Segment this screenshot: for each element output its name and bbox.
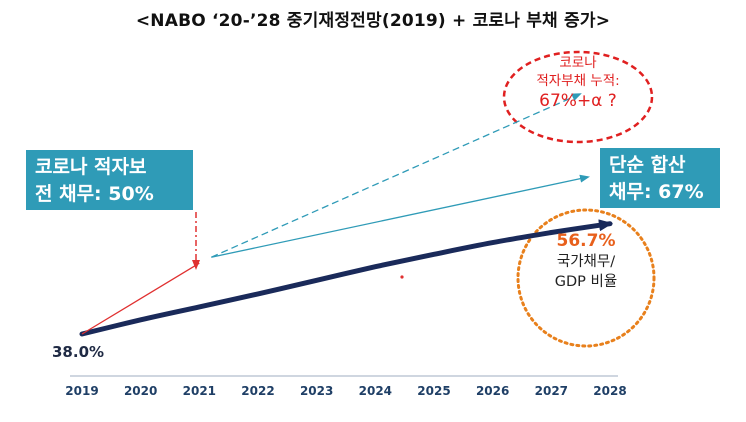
- gdp-label-line-2: GDP 비율: [554, 274, 618, 290]
- gdp-label-line-1: 국가채무/: [556, 254, 616, 270]
- oval-line-3: 67%+α ?: [539, 91, 617, 111]
- oval-annotation: 코로나 적자부채 누적: 67%+α ?: [510, 54, 646, 112]
- oval-line-1: 코로나: [559, 55, 597, 71]
- x-tick-label-2021: 2021: [182, 384, 217, 398]
- cumulative-debt-oval: [502, 50, 654, 144]
- red-dot-marker: [400, 275, 404, 279]
- series-line-simple-sum: [211, 174, 590, 258]
- x-tick-label-2023: 2023: [299, 384, 334, 398]
- x-tick-label-2022: 2022: [241, 384, 275, 398]
- simple-sum-line-1: 단순 합산: [609, 154, 686, 176]
- gdp-ratio-circle: [516, 208, 656, 348]
- series-line-main: [79, 219, 613, 337]
- x-tick-label-2024: 2024: [358, 384, 393, 398]
- oval-line-2: 적자부채 누적:: [536, 73, 620, 89]
- covid-deficit-line-1: 코로나 적자보: [35, 156, 147, 178]
- x-tick-label-2026: 2026: [475, 384, 510, 398]
- simple-sum-box: 단순 합산 채무: 67%: [600, 148, 720, 208]
- covid-deficit-box: 코로나 적자보 전 채무: 50%: [26, 150, 193, 210]
- end-value-label: 56.7%: [556, 231, 616, 251]
- page-title: <NABO ‘20-’28 중기재정전망(2019) + 코로나 부채 증가>: [135, 11, 611, 31]
- x-tick-label-2019: 2019: [65, 384, 99, 398]
- series-line-plus-alpha: [211, 93, 582, 258]
- gdp-ratio-annotation: 56.7% 국가채무/ GDP 비율: [520, 230, 652, 292]
- simple-sum-line-2: 채무: 67%: [609, 181, 704, 203]
- series-line-covid-deficit: [81, 262, 200, 335]
- x-tick-label-2025: 2025: [417, 384, 451, 398]
- covid-deficit-line-2: 전 채무: 50%: [35, 183, 154, 205]
- x-tick-label-2028: 2028: [593, 384, 627, 398]
- x-tick-label-2027: 2027: [534, 384, 569, 398]
- start-value-label: 38.0%: [52, 343, 105, 361]
- x-tick-label-2020: 2020: [123, 384, 158, 398]
